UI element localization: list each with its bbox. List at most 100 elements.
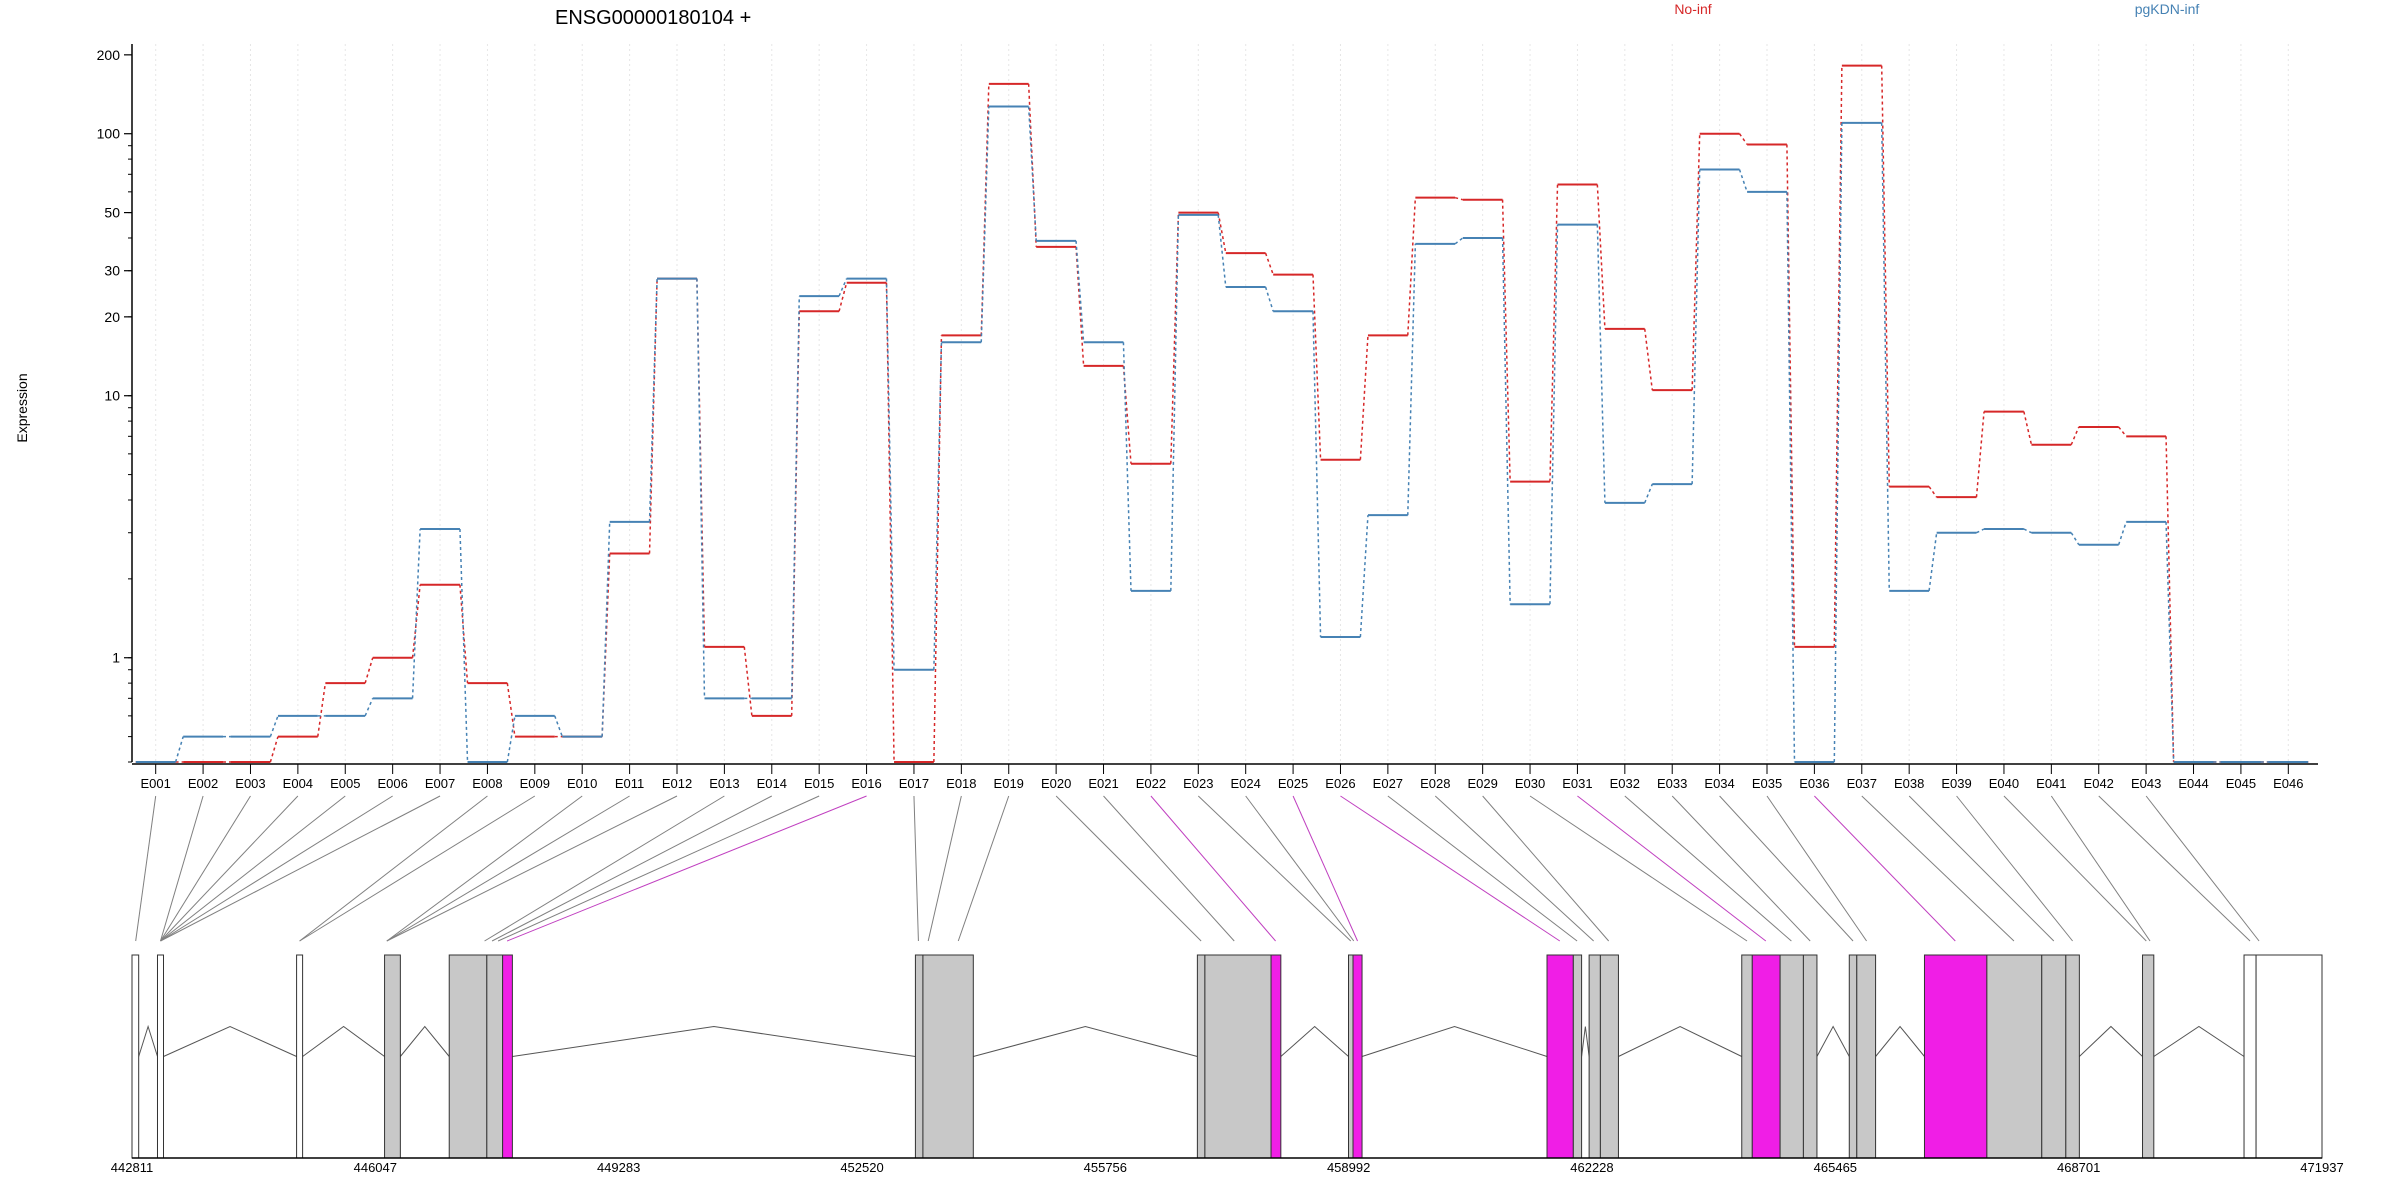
exon-link [1766,795,1867,942]
series-0-connector [1501,199,1511,482]
exon-label: E029 [1467,776,1497,791]
series-0-connector [1264,252,1274,275]
exon-label: E015 [804,776,834,791]
exon-link [1482,795,1610,942]
exon-link [1292,795,1358,942]
intron [973,1025,1198,1057]
coord-tick-label: 468701 [2057,1160,2100,1175]
series-0-connector [1691,133,1701,391]
series-0-connector [1549,184,1559,482]
series-0-connector [1359,335,1369,460]
exon-label: E010 [567,776,597,791]
series-0-connector [1928,486,1938,498]
exon-label: E036 [1799,776,1829,791]
series-0-connector [933,335,943,763]
y-tick-label: 10 [104,388,120,404]
exon-label: E018 [946,776,976,791]
series-0-connector [1075,246,1085,366]
series-1-connector [648,278,658,522]
series-0-connector [1975,411,1985,498]
exon-link [2145,795,2260,942]
exon-link [1719,795,1854,942]
exon-link [386,795,630,942]
series-0-connector [1596,184,1606,329]
series-1-connector [1738,169,1748,193]
series-0-connector [1738,133,1748,145]
series-1-connector [1454,237,1464,245]
series-1-connector [601,521,611,737]
exon-label: E040 [1989,776,2019,791]
series-1-connector [1312,311,1322,638]
series-1-connector [1359,515,1369,638]
intron [1361,1025,1548,1057]
coord-tick-label: 458992 [1327,1160,1370,1175]
series-0-connector [1407,197,1417,336]
exon-link [160,795,346,942]
series-1-connector [885,278,895,670]
series-1-connector [1122,342,1132,591]
exon-link [1197,795,1352,942]
exon-box [2065,954,2080,1159]
exon-link [160,795,251,942]
series-0-connector [2070,426,2080,446]
series-0-connector [2165,436,2175,763]
axes [131,44,2318,765]
intron [163,1025,297,1057]
exon-link [2050,795,2151,942]
exon-label: E025 [1278,776,1308,791]
exon-label: E045 [2226,776,2256,791]
exon-label: E030 [1515,776,1545,791]
intron [399,1025,450,1057]
exon-link [1814,795,1956,942]
exon-label: E034 [1704,776,1734,791]
intron [302,1025,385,1057]
series-0-connector [1833,65,1843,647]
coord-tick-label: 452520 [840,1160,883,1175]
y-tick-label: 30 [104,263,120,279]
coord-tick-label: 471937 [2300,1160,2343,1175]
coord-tick-label: 462228 [1570,1160,1613,1175]
series-1-connector [1644,483,1654,504]
y-tick-label: 1 [112,650,120,666]
exon-link [1861,795,2015,942]
series-1-connector [1075,240,1085,343]
exon-label: E032 [1610,776,1640,791]
series-lines [135,64,2309,763]
coord-tick-label: 455756 [1084,1160,1127,1175]
exon-link [160,795,299,942]
series-1-connector [790,296,801,699]
gene-model [131,954,2323,1159]
exon-label: E042 [2084,776,2114,791]
series-1-connector [1976,528,1985,534]
series-1-connector [2117,521,2127,545]
exon-box [502,954,513,1159]
chart-title: ENSG00000180104 + [555,7,751,29]
intron [1280,1025,1349,1057]
exon-label: E022 [1136,776,1166,791]
exon-link [1908,795,2055,942]
series-0-connector [1217,212,1227,254]
series-0-connector [1454,196,1463,201]
series-1-connector [554,715,564,737]
exon-label: E038 [1894,776,1924,791]
series-1-connector [1928,532,1938,591]
exon-link [1340,795,1561,942]
exon-box [1802,954,1818,1159]
series-1-connector [364,698,374,717]
exon-link [160,795,393,942]
exon-box [1572,954,1583,1159]
exon-link [1434,795,1594,942]
series-1-connector [980,106,990,343]
intron [1816,1025,1850,1057]
exon-label: E008 [472,776,502,791]
legend-pgkdn-inf: pgKDN-inf [2135,1,2200,17]
series-1-connector [174,736,184,763]
y-tick-label: 20 [104,309,120,325]
exon-box [1204,954,1272,1159]
exon-box [2243,954,2257,1159]
y-tick-label: 100 [97,126,121,142]
exon-link [386,795,678,942]
exon-label: E005 [330,776,360,791]
intron [1618,1025,1742,1057]
